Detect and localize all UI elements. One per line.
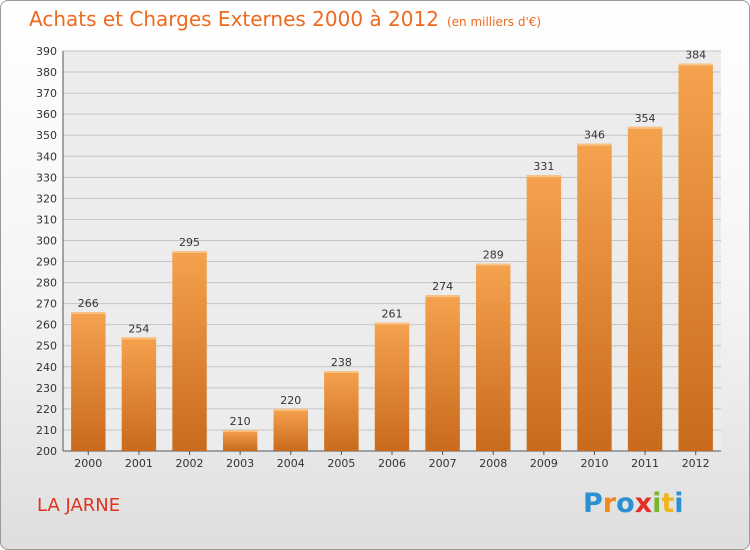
bar bbox=[678, 63, 713, 451]
x-tick-label: 2000 bbox=[74, 457, 102, 470]
y-tick-label: 200 bbox=[36, 445, 57, 458]
y-tick-label: 220 bbox=[36, 403, 57, 416]
y-tick-label: 240 bbox=[36, 361, 57, 374]
bar bbox=[222, 429, 258, 451]
bar-top-highlight bbox=[627, 126, 663, 129]
y-tick-label: 370 bbox=[36, 87, 57, 100]
x-tick-label: 2002 bbox=[176, 457, 204, 470]
y-tick-label: 320 bbox=[36, 192, 57, 205]
bar-top-highlight bbox=[121, 337, 157, 340]
x-tick-label: 2012 bbox=[682, 457, 710, 470]
y-tick-label: 230 bbox=[36, 382, 57, 395]
bar bbox=[425, 295, 460, 451]
proxiti-logo: Proxiti bbox=[583, 488, 684, 519]
x-tick-label: 2007 bbox=[429, 457, 457, 470]
bar bbox=[273, 408, 308, 451]
y-tick-label: 280 bbox=[36, 277, 57, 290]
x-tick-label: 2011 bbox=[631, 457, 659, 470]
bar bbox=[526, 175, 562, 452]
bar bbox=[71, 312, 106, 451]
x-tick-label: 2004 bbox=[277, 457, 305, 470]
x-tick-label: 2006 bbox=[378, 457, 406, 470]
y-tick-label: 300 bbox=[36, 234, 57, 247]
x-tick-label: 2008 bbox=[479, 457, 507, 470]
y-tick-label: 250 bbox=[36, 340, 57, 353]
bar-top-highlight bbox=[273, 408, 308, 411]
y-tick-label: 360 bbox=[36, 108, 57, 121]
bar-value-label: 210 bbox=[230, 415, 251, 428]
bar-value-label: 289 bbox=[483, 249, 504, 262]
bar-top-highlight bbox=[678, 63, 713, 66]
y-tick-label: 390 bbox=[36, 45, 57, 58]
y-tick-label: 270 bbox=[36, 298, 57, 311]
y-tick-label: 350 bbox=[36, 129, 57, 142]
chart-title: Achats et Charges Externes 2000 à 2012 (e… bbox=[29, 7, 542, 31]
bar-value-label: 254 bbox=[128, 322, 149, 335]
chart-unit: (en milliers d'€) bbox=[446, 15, 542, 29]
x-tick-label: 2003 bbox=[226, 457, 254, 470]
bar-value-label: 274 bbox=[432, 280, 453, 293]
y-tick-label: 260 bbox=[36, 319, 57, 332]
bar-value-label: 295 bbox=[179, 236, 200, 249]
bar bbox=[627, 126, 663, 451]
bar-top-highlight bbox=[374, 322, 410, 325]
bar-top-highlight bbox=[526, 175, 562, 178]
x-tick-label: 2009 bbox=[530, 457, 558, 470]
place-name: LA JARNE bbox=[37, 495, 121, 516]
x-tick-label: 2010 bbox=[580, 457, 608, 470]
bar bbox=[577, 143, 612, 451]
bar-value-label: 384 bbox=[685, 49, 706, 62]
y-tick-label: 310 bbox=[36, 213, 57, 226]
bar-value-label: 346 bbox=[584, 129, 605, 142]
x-tick-label: 2005 bbox=[327, 457, 355, 470]
y-tick-label: 380 bbox=[36, 66, 57, 79]
bar bbox=[324, 371, 359, 451]
bar-value-label: 331 bbox=[533, 160, 554, 173]
y-tick-label: 210 bbox=[36, 424, 57, 437]
bar-top-highlight bbox=[425, 295, 460, 298]
bar-top-highlight bbox=[71, 312, 106, 315]
bar-top-highlight bbox=[324, 371, 359, 373]
bar-value-label: 261 bbox=[382, 308, 403, 321]
bar-value-label: 266 bbox=[78, 297, 99, 310]
bar-top-highlight bbox=[172, 251, 207, 253]
bar bbox=[476, 263, 511, 451]
bar-top-highlight bbox=[476, 263, 511, 266]
bar-value-label: 354 bbox=[635, 112, 656, 125]
bar bbox=[172, 251, 207, 451]
bar-value-label: 220 bbox=[280, 394, 301, 407]
bar-top-highlight bbox=[222, 429, 258, 432]
bar bbox=[121, 337, 157, 451]
x-tick-label: 2001 bbox=[125, 457, 153, 470]
bar bbox=[374, 322, 410, 451]
y-tick-label: 330 bbox=[36, 171, 57, 184]
y-tick-label: 340 bbox=[36, 150, 57, 163]
bar-top-highlight bbox=[577, 143, 612, 146]
bar-value-label: 238 bbox=[331, 356, 352, 369]
y-tick-label: 290 bbox=[36, 256, 57, 269]
